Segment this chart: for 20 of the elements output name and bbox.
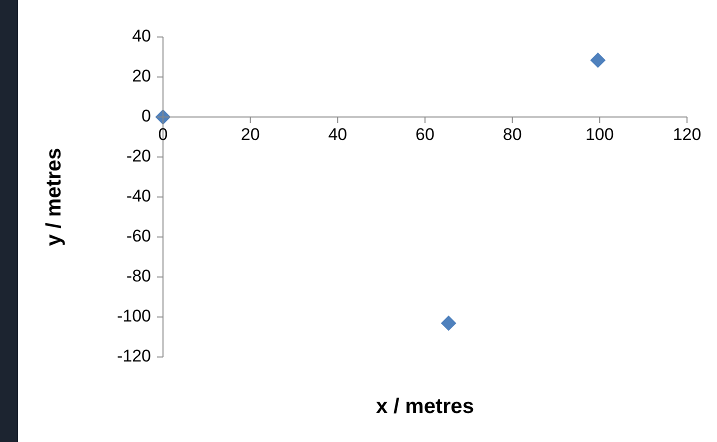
x-tick-label: 20 — [240, 125, 260, 144]
x-tick-label: 60 — [416, 125, 434, 144]
point — [441, 316, 456, 331]
x-tick-label: 80 — [502, 125, 522, 144]
x-axis-title: x / metres — [376, 395, 474, 418]
y-axis-title: y / metres — [42, 148, 66, 246]
x-tick-label: 40 — [328, 125, 348, 144]
y-tick-label: 40 — [132, 26, 151, 46]
y-tick-label: -60 — [126, 226, 151, 246]
y-tick-label: -100 — [116, 306, 151, 326]
x-tick-label: 100 — [585, 125, 614, 144]
y-tick-label: -80 — [126, 266, 151, 286]
x-tick-label: 120 — [672, 125, 702, 144]
point — [590, 52, 606, 68]
y-tick-label: 0 — [142, 106, 151, 126]
y-tick-label: -120 — [116, 346, 151, 366]
x-tick-label: 0 — [158, 125, 168, 144]
y-tick-label: -40 — [126, 186, 151, 206]
y-tick-label: 20 — [132, 66, 151, 86]
y-tick-label: -20 — [126, 146, 151, 166]
